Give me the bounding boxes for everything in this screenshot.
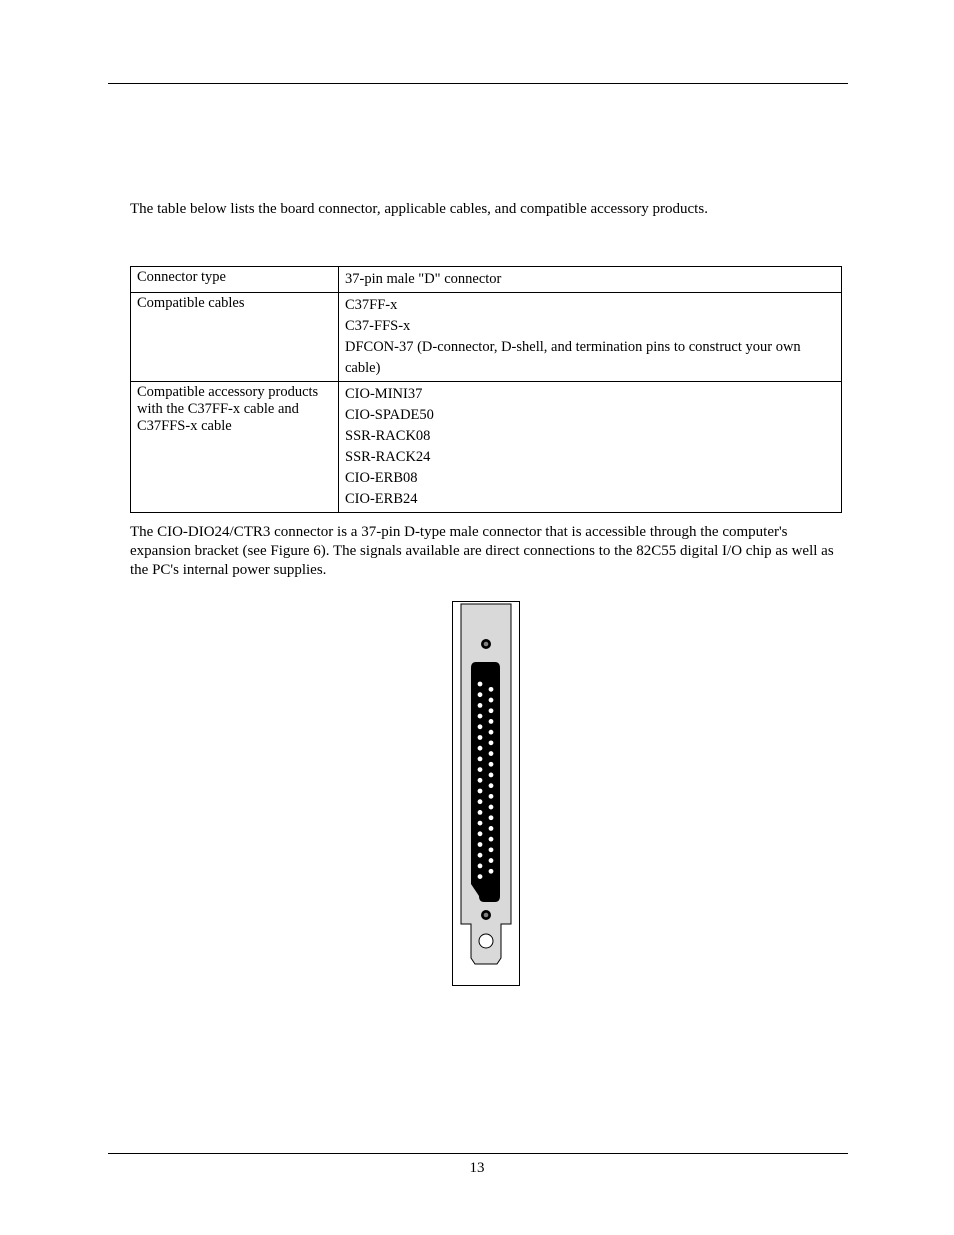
- table-row-label: Compatible cables: [131, 293, 339, 382]
- connector-table: Connector type37-pin male "D" connectorC…: [130, 266, 842, 513]
- table-value-line: DFCON-37 (D-connector, D-shell, and term…: [345, 337, 835, 379]
- table-value-line: C37-FFS-x: [345, 316, 835, 337]
- figure-wrap: [130, 601, 842, 986]
- top-horizontal-rule: [108, 83, 848, 84]
- table-value-line: CIO-ERB08: [345, 468, 835, 489]
- page-number: 13: [0, 1160, 954, 1177]
- table-value-line: SSR-RACK24: [345, 447, 835, 468]
- table-row-label: Connector type: [131, 267, 339, 293]
- table-row-values: CIO-MINI37CIO-SPADE50SSR-RACK08SSR-RACK2…: [339, 382, 842, 513]
- table-row-values: 37-pin male "D" connector: [339, 267, 842, 293]
- table-row: Connector type 37-pin male "D" connector: [131, 267, 842, 293]
- bottom-horizontal-rule: [108, 1153, 848, 1154]
- table-value-line: CIO-ERB24: [345, 489, 835, 510]
- page-content: The table below lists the board connecto…: [130, 200, 842, 986]
- table-row-label: Compatible accessory products with the C…: [131, 382, 339, 513]
- table-value-line: CIO-MINI37: [345, 384, 835, 405]
- table-value-line: C37FF-x: [345, 295, 835, 316]
- figure-border: [452, 601, 520, 986]
- table-value-line: SSR-RACK08: [345, 426, 835, 447]
- table-value-line: CIO-SPADE50: [345, 405, 835, 426]
- after-table-paragraph: The CIO-DIO24/CTR3 connector is a 37-pin…: [130, 523, 842, 579]
- table-row: Compatible cablesC37FF-xC37-FFS-xDFCON-3…: [131, 293, 842, 382]
- table-row: Compatible accessory products with the C…: [131, 382, 842, 513]
- connector-bracket-figure: [453, 602, 519, 980]
- table-row-values: C37FF-xC37-FFS-xDFCON-37 (D-connector, D…: [339, 293, 842, 382]
- intro-paragraph: The table below lists the board connecto…: [130, 200, 842, 218]
- table-value-line: 37-pin male "D" connector: [345, 269, 835, 290]
